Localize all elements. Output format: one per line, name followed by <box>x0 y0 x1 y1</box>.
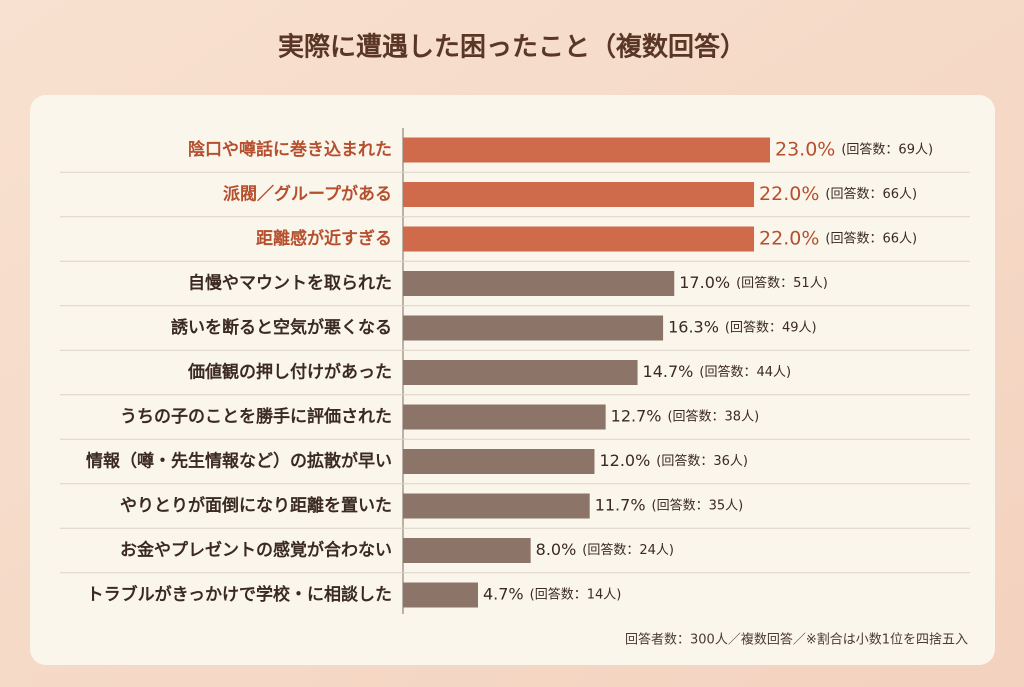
category-label: 派閥／グループがある <box>223 184 392 205</box>
category-label: うちの子のことを勝手に評価された <box>120 406 392 427</box>
value-label: 16.3% <box>668 318 719 337</box>
value-label: 22.0% <box>759 228 819 250</box>
value-label: 17.0% <box>679 273 730 292</box>
category-label: 距離感が近すぎる <box>256 228 392 249</box>
bar <box>403 271 675 296</box>
count-label: (回答数：51人) <box>736 275 828 291</box>
value-label: 11.7% <box>595 496 646 515</box>
category-label: お金やプレゼントの感覚が合わない <box>120 540 392 561</box>
footnote: 回答者数：300人／複数回答／※割合は小数1位を四捨五入 <box>625 632 968 648</box>
value-label: 22.0% <box>759 183 819 205</box>
bar <box>403 493 590 519</box>
category-label: 誘いを断ると空気が悪くなる <box>171 317 392 338</box>
count-label: (回答数：69人) <box>841 142 933 158</box>
category-label: 陰口や噂話に巻き込まれた <box>188 139 392 160</box>
value-label: 23.0% <box>775 139 835 161</box>
category-label: 情報（噂・先生情報など）の拡散が早い <box>86 451 392 472</box>
count-label: (回答数：14人) <box>530 587 622 603</box>
bar <box>403 226 755 252</box>
bar <box>403 360 638 385</box>
category-label: トラブルがきっかけで学校・に相談した <box>87 584 392 605</box>
value-label: 8.0% <box>536 540 577 559</box>
bar <box>403 582 478 608</box>
chart-title: 実際に遭遇した困ったこと（複数回答） <box>278 32 746 63</box>
bar <box>403 404 606 430</box>
category-label: 価値観の押し付けがあった <box>187 362 392 383</box>
bar <box>403 315 664 341</box>
category-label: 自慢やマウントを取られた <box>188 273 392 294</box>
count-label: (回答数：24人) <box>582 542 674 558</box>
value-label: 14.7% <box>643 362 694 381</box>
bar <box>403 538 531 563</box>
value-label: 4.7% <box>483 585 524 604</box>
bar <box>403 449 595 474</box>
count-label: (回答数：66人) <box>825 186 917 202</box>
count-label: (回答数：36人) <box>656 453 748 469</box>
bar <box>403 137 770 163</box>
value-label: 12.7% <box>611 407 662 426</box>
category-label: やりとりが面倒になり距離を置いた <box>120 495 392 516</box>
bar <box>403 182 755 207</box>
count-label: (回答数：66人) <box>825 231 917 247</box>
count-label: (回答数：49人) <box>725 320 817 336</box>
count-label: (回答数：38人) <box>667 409 759 425</box>
count-label: (回答数：44人) <box>699 364 791 380</box>
value-label: 12.0% <box>599 451 650 470</box>
count-label: (回答数：35人) <box>652 498 744 514</box>
